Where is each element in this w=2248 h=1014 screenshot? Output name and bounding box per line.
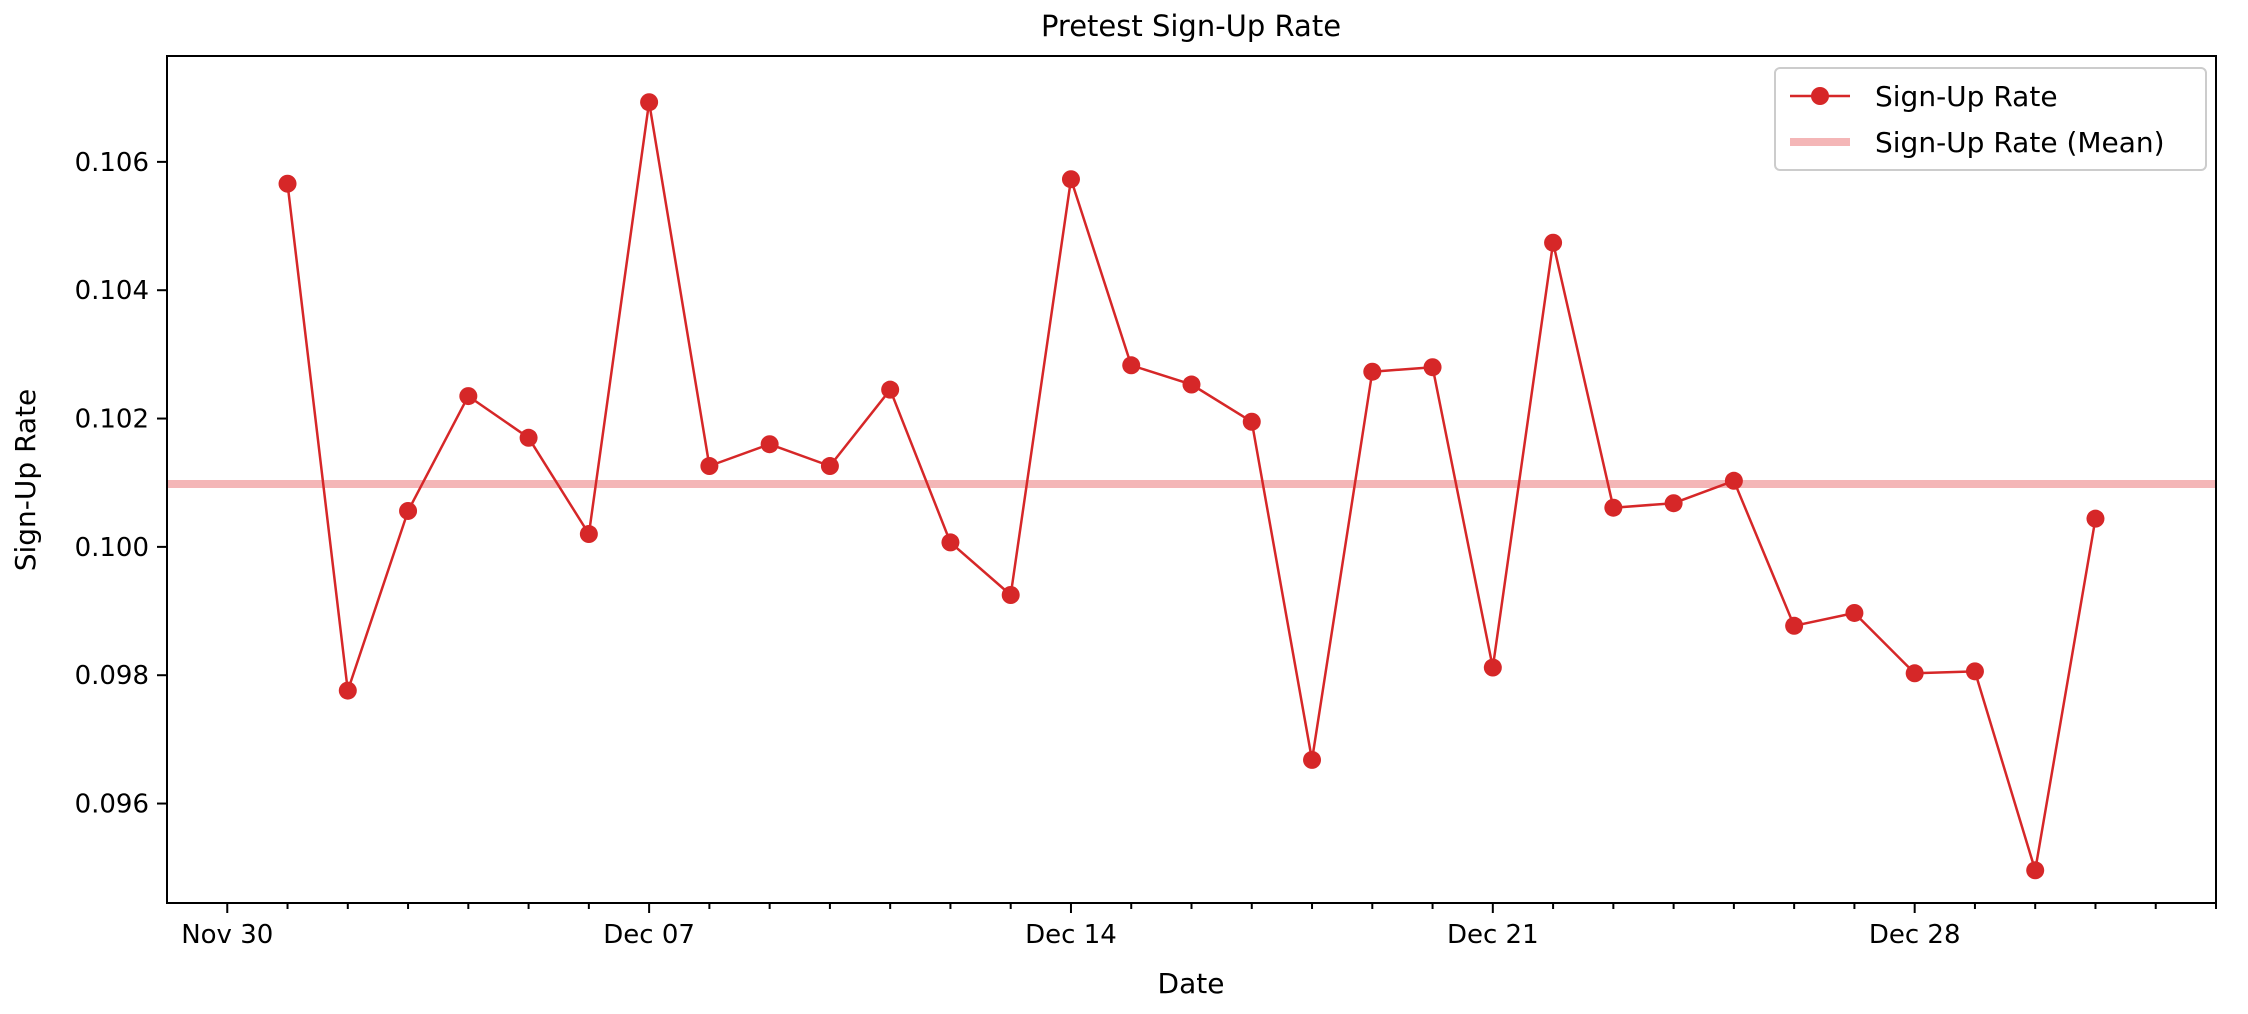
- data-point: [700, 457, 719, 476]
- data-point: [1905, 664, 1924, 683]
- data-point: [760, 435, 779, 454]
- data-point: [1242, 412, 1261, 431]
- data-point: [1724, 471, 1743, 490]
- x-tick-label: Dec 07: [603, 920, 695, 950]
- data-point: [1303, 750, 1322, 769]
- y-tick-label: 0.104: [75, 276, 149, 306]
- data-point: [1544, 233, 1563, 252]
- data-point: [1363, 362, 1382, 381]
- data-point: [1604, 498, 1623, 517]
- x-tick-label: Dec 21: [1447, 920, 1539, 950]
- x-tick-label: Dec 14: [1025, 920, 1117, 950]
- x-tick-label: Dec 28: [1869, 920, 1961, 950]
- data-point: [1001, 586, 1020, 604]
- data-point: [1785, 616, 1804, 635]
- data-point: [1182, 375, 1201, 394]
- y-tick-label: 0.102: [75, 405, 149, 435]
- data-point: [278, 174, 297, 193]
- data-point: [2026, 861, 2045, 880]
- y-tick-label: 0.096: [75, 790, 149, 820]
- data-point: [820, 457, 839, 476]
- x-axis-title: Date: [1158, 967, 1225, 1000]
- chart-title: Pretest Sign-Up Rate: [1041, 9, 1341, 43]
- data-point: [1664, 494, 1683, 513]
- x-axis: Nov 30 Dec 07 Dec 14 Dec 21 Dec 28: [181, 903, 2217, 950]
- data-point: [399, 501, 418, 520]
- data-point: [1122, 356, 1141, 375]
- legend-marker-signup-rate: [1811, 87, 1829, 105]
- legend-label-signup-rate-mean: Sign-Up Rate (Mean): [1875, 126, 2165, 159]
- legend-box: [1774, 67, 2207, 171]
- y-axis: 0.096 0.098 0.100 0.102 0.104 0.106: [75, 148, 167, 820]
- data-point: [338, 681, 357, 700]
- data-point: [881, 380, 900, 399]
- data-point: [459, 387, 478, 406]
- data-point: [941, 533, 960, 552]
- y-axis-title: Sign-Up Rate: [9, 389, 42, 572]
- data-point: [640, 93, 659, 112]
- x-tick-label: Nov 30: [181, 920, 273, 950]
- y-tick-label: 0.100: [75, 533, 149, 563]
- plot-frame: [166, 55, 2217, 904]
- data-point: [579, 525, 598, 544]
- data-point: [519, 428, 538, 447]
- y-tick-label: 0.098: [75, 661, 149, 691]
- plot-area: [167, 93, 2216, 880]
- data-point: [1845, 603, 1864, 622]
- data-point: [1061, 170, 1080, 189]
- y-tick-label: 0.106: [75, 148, 149, 178]
- data-point: [1423, 358, 1442, 377]
- legend: Sign-Up Rate Sign-Up Rate (Mean): [1774, 67, 2207, 171]
- data-point: [1483, 658, 1502, 677]
- data-point: [2086, 509, 2105, 528]
- legend-label-signup-rate: Sign-Up Rate: [1875, 80, 2058, 113]
- data-point: [1965, 662, 1984, 681]
